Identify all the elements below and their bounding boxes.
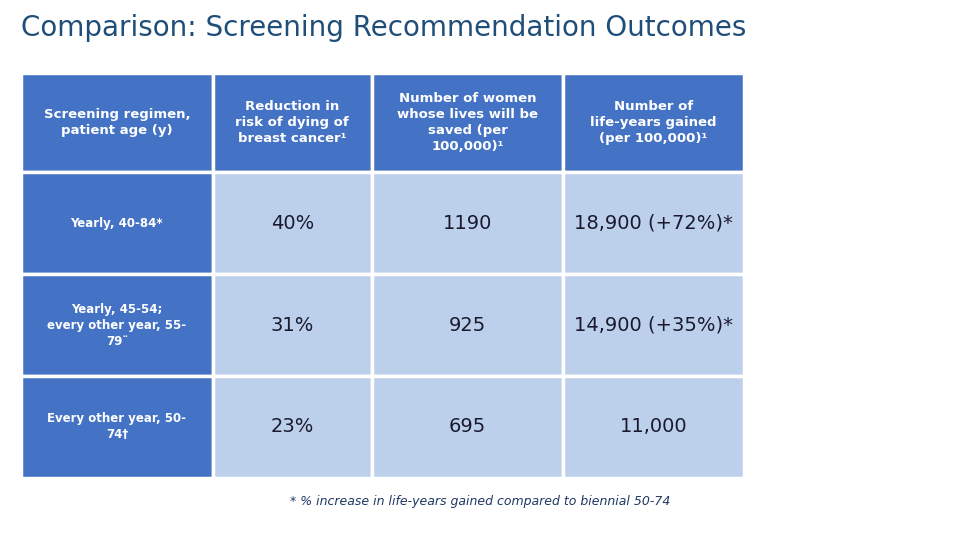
Text: Yearly, 40-84*: Yearly, 40-84* [71,217,163,230]
Text: 18,900 (+72%)*: 18,900 (+72%)* [574,214,733,233]
Text: Number of
life-years gained
(per 100,000)¹: Number of life-years gained (per 100,000… [590,100,717,145]
Text: 23%: 23% [271,417,314,436]
FancyBboxPatch shape [213,274,372,376]
FancyBboxPatch shape [564,73,744,172]
Text: 40%: 40% [271,214,314,233]
Text: Comparison: Screening Recommendation Outcomes: Comparison: Screening Recommendation Out… [21,14,747,42]
Text: Reduction in
risk of dying of
breast cancer¹: Reduction in risk of dying of breast can… [235,100,349,145]
FancyBboxPatch shape [372,172,564,274]
FancyBboxPatch shape [21,73,213,172]
Text: Every other year, 50-
74†: Every other year, 50- 74† [47,413,186,441]
Text: Number of women
whose lives will be
saved (per
100,000)¹: Number of women whose lives will be save… [397,92,538,153]
Text: Screening regimen,
patient age (y): Screening regimen, patient age (y) [43,108,190,137]
FancyBboxPatch shape [21,376,213,478]
Text: Yearly, 45-54;
every other year, 55-
79¨: Yearly, 45-54; every other year, 55- 79¨ [47,302,186,348]
FancyBboxPatch shape [213,73,372,172]
FancyBboxPatch shape [372,73,564,172]
FancyBboxPatch shape [564,172,744,274]
FancyBboxPatch shape [564,376,744,478]
FancyBboxPatch shape [372,274,564,376]
FancyBboxPatch shape [564,274,744,376]
Text: * % increase in life-years gained compared to biennial 50-74: * % increase in life-years gained compar… [290,495,670,508]
Text: 14,900 (+35%)*: 14,900 (+35%)* [574,315,733,334]
FancyBboxPatch shape [21,274,213,376]
Text: 925: 925 [449,315,486,334]
Text: 1190: 1190 [443,214,492,233]
FancyBboxPatch shape [213,172,372,274]
Text: 695: 695 [449,417,486,436]
FancyBboxPatch shape [213,376,372,478]
FancyBboxPatch shape [21,172,213,274]
Text: 11,000: 11,000 [620,417,687,436]
Text: 31%: 31% [271,315,314,334]
FancyBboxPatch shape [372,376,564,478]
